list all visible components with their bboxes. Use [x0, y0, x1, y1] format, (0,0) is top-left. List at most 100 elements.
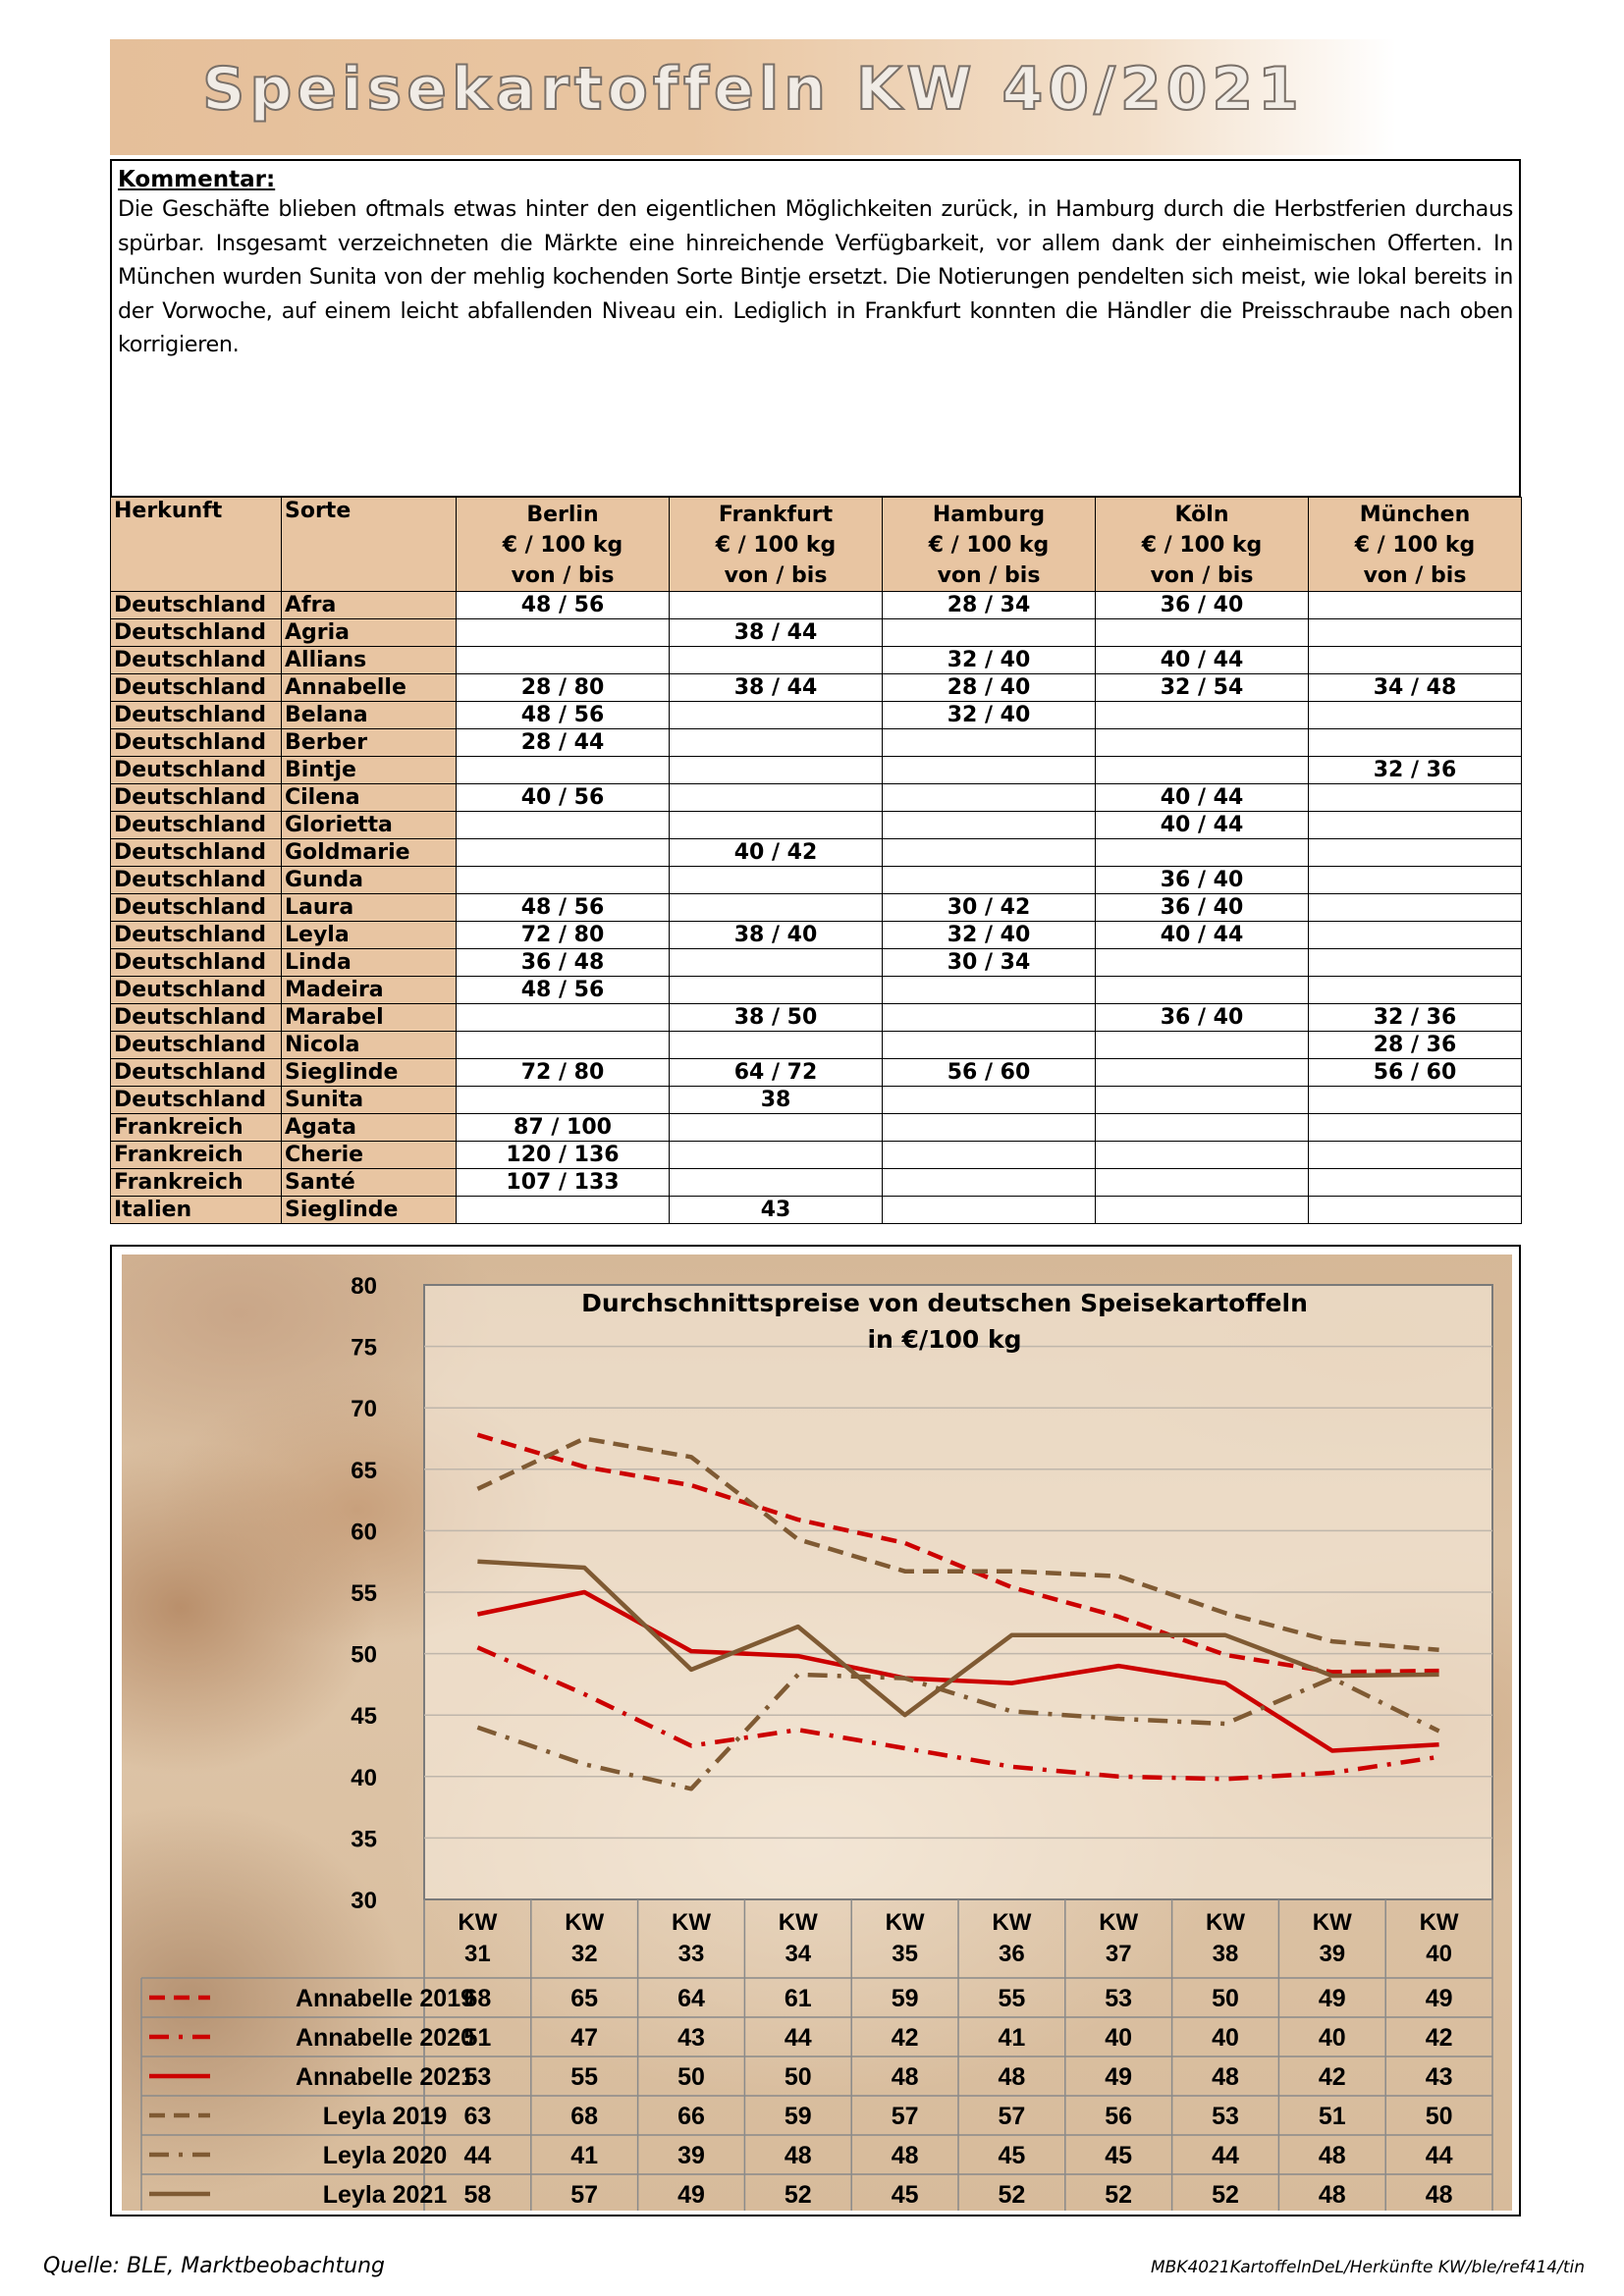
data-label: 43	[677, 2024, 705, 2052]
cell-price	[882, 1196, 1096, 1224]
data-label: 59	[785, 2103, 812, 2130]
cell-sorte: Berber	[281, 728, 457, 757]
cell-price	[882, 838, 1096, 867]
data-label: 45	[1105, 2142, 1132, 2169]
y-tick-label: 70	[351, 1396, 377, 1422]
cell-herkunft: Deutschland	[110, 618, 282, 647]
data-label: 41	[570, 2142, 598, 2169]
cell-sorte: Afra	[281, 591, 457, 619]
data-label: 52	[998, 2181, 1025, 2209]
cell-price	[1308, 1113, 1522, 1142]
cell-price	[882, 811, 1096, 839]
cell-herkunft: Deutschland	[110, 948, 282, 977]
data-label: 48	[998, 2063, 1025, 2091]
y-tick-label: 45	[351, 1703, 377, 1730]
cell-price	[669, 728, 883, 757]
cell-price	[1308, 591, 1522, 619]
data-label: 63	[463, 2103, 491, 2130]
cell-herkunft: Deutschland	[110, 921, 282, 949]
city-unit: € / 100 kg	[1141, 533, 1263, 558]
data-label: 53	[463, 2063, 491, 2091]
cell-sorte: Santé	[281, 1168, 457, 1197]
cell-price	[1308, 646, 1522, 674]
table-row: Deutschland Annabelle 28 / 80 38 / 44 28 / 4…	[110, 673, 1522, 702]
comment-box: Kommentar: Die Geschäfte blieben oftmals…	[110, 159, 1521, 498]
x-tick-label: 35	[892, 1941, 918, 1967]
cell-price: 30 / 42	[882, 893, 1096, 922]
cell-price: 56 / 60	[1308, 1058, 1522, 1087]
city-unit: € / 100 kg	[715, 533, 837, 558]
cell-price	[1095, 728, 1309, 757]
title-banner	[110, 39, 1396, 155]
x-tick-label: 32	[571, 1941, 598, 1967]
cell-price	[1095, 1113, 1309, 1142]
city-range: von / bis	[937, 563, 1041, 588]
table-row: Deutschland Laura 48 / 56 30 / 42 36 / 40	[110, 893, 1522, 922]
series-line	[476, 1436, 1439, 1653]
header-city: München € / 100 kg von / bis	[1308, 497, 1522, 592]
cell-sorte: Madeira	[281, 976, 457, 1004]
data-label: 49	[1319, 1985, 1346, 2012]
cell-herkunft: Deutschland	[110, 893, 282, 922]
data-label: 55	[570, 2063, 598, 2091]
data-label: 50	[785, 2063, 812, 2091]
data-label: 48	[1212, 2063, 1239, 2091]
cell-sorte: Linda	[281, 948, 457, 977]
cell-price: 28 / 36	[1308, 1031, 1522, 1059]
header-sorte: Sorte	[281, 497, 457, 592]
data-label: 57	[892, 2103, 919, 2130]
data-label: 44	[1212, 2142, 1239, 2169]
legend-label: Leyla 2021	[323, 2181, 448, 2209]
cell-price: 48 / 56	[456, 591, 670, 619]
cell-price	[1095, 838, 1309, 867]
cell-herkunft: Deutschland	[110, 1003, 282, 1032]
table-row: Deutschland Berber 28 / 44	[110, 728, 1522, 757]
y-tick-label: 80	[351, 1273, 377, 1300]
cell-price	[1308, 893, 1522, 922]
cell-price	[1308, 618, 1522, 647]
cell-price: 36 / 40	[1095, 1003, 1309, 1032]
header-herkunft: Herkunft	[110, 497, 282, 592]
data-label: 57	[570, 2181, 598, 2209]
cell-price	[456, 618, 670, 647]
cell-price: 48 / 56	[456, 976, 670, 1004]
cell-price	[1095, 976, 1309, 1004]
city-name: Hamburg	[932, 503, 1046, 527]
cell-sorte: Sunita	[281, 1086, 457, 1114]
y-tick-label: 60	[351, 1519, 377, 1545]
table-row: Deutschland Nicola 28 / 36	[110, 1031, 1522, 1059]
cell-price: 72 / 80	[456, 921, 670, 949]
cell-herkunft: Deutschland	[110, 1031, 282, 1059]
cell-price: 28 / 44	[456, 728, 670, 757]
cell-price: 32 / 36	[1308, 756, 1522, 784]
cell-price: 36 / 40	[1095, 866, 1309, 894]
city-range: von / bis	[1150, 563, 1254, 588]
city-unit: € / 100 kg	[928, 533, 1050, 558]
cell-sorte: Marabel	[281, 1003, 457, 1032]
cell-price: 38 / 40	[669, 921, 883, 949]
cell-price	[1308, 866, 1522, 894]
y-tick-label: 30	[351, 1888, 377, 1914]
cell-price: 40 / 42	[669, 838, 883, 867]
cell-price	[1308, 948, 1522, 977]
cell-sorte: Cherie	[281, 1141, 457, 1169]
page-title: Speisekartoffeln KW 40/2021	[201, 54, 1304, 125]
cell-herkunft: Deutschland	[110, 1058, 282, 1087]
x-tick-label: 33	[678, 1941, 705, 1967]
footer-reference: MBK4021KartoffelnDeL/Herkünfte KW/ble/re…	[1150, 2258, 1585, 2277]
table-row: Deutschland Bintje 32 / 36	[110, 756, 1522, 784]
cell-herkunft: Deutschland	[110, 756, 282, 784]
cell-price	[882, 1168, 1096, 1197]
data-label: 52	[785, 2181, 812, 2209]
cell-herkunft: Deutschland	[110, 591, 282, 619]
data-label: 48	[1319, 2181, 1346, 2209]
data-label: 44	[463, 2142, 491, 2169]
y-tick-label: 35	[351, 1826, 377, 1852]
data-label: 47	[570, 2024, 598, 2052]
x-tick-kw: KW	[1420, 1909, 1459, 1936]
series-line	[476, 1645, 1439, 1782]
cell-herkunft: Deutschland	[110, 701, 282, 729]
legend-label: Leyla 2020	[323, 2142, 448, 2169]
table-row: Deutschland Gunda 36 / 40	[110, 866, 1522, 894]
chart-subtitle: in €/100 kg	[867, 1325, 1021, 1354]
